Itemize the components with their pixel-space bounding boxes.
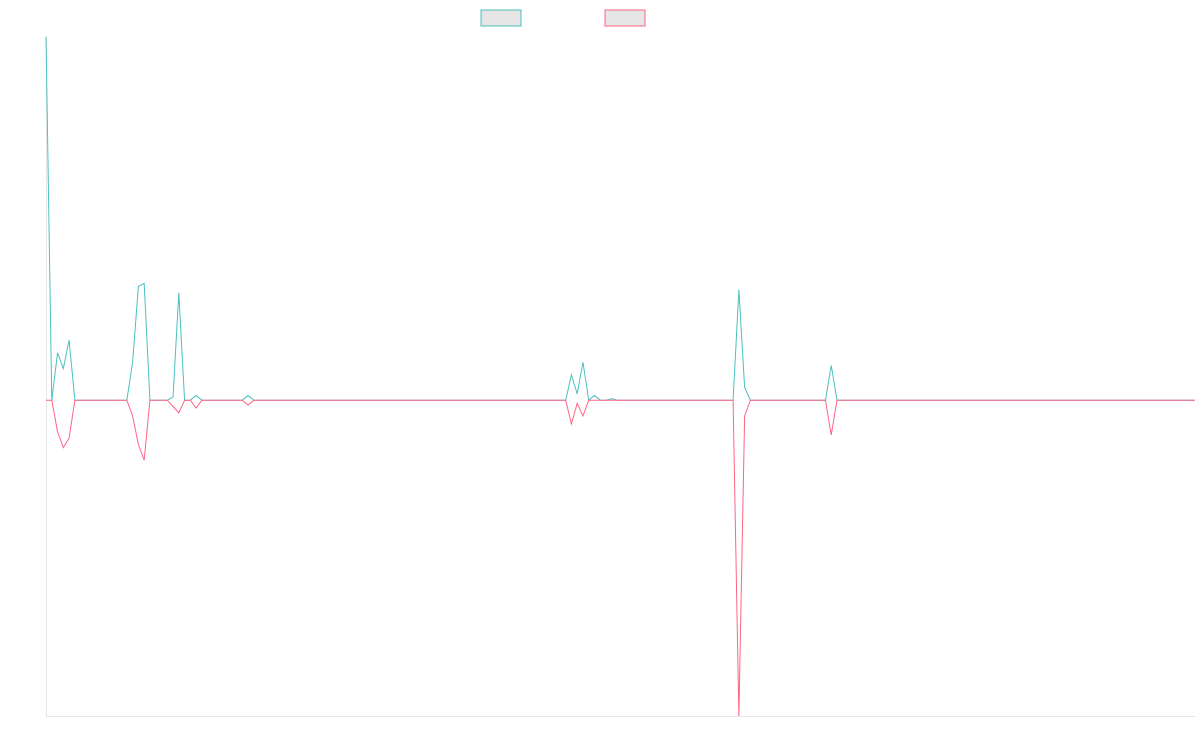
legend <box>480 9 646 27</box>
series-layer <box>45 36 1195 717</box>
legend-swatch-series-1[interactable] <box>480 9 522 27</box>
legend-swatch-series-2[interactable] <box>604 9 646 27</box>
series-1-line <box>45 36 1195 402</box>
series-2-line <box>46 399 1195 717</box>
